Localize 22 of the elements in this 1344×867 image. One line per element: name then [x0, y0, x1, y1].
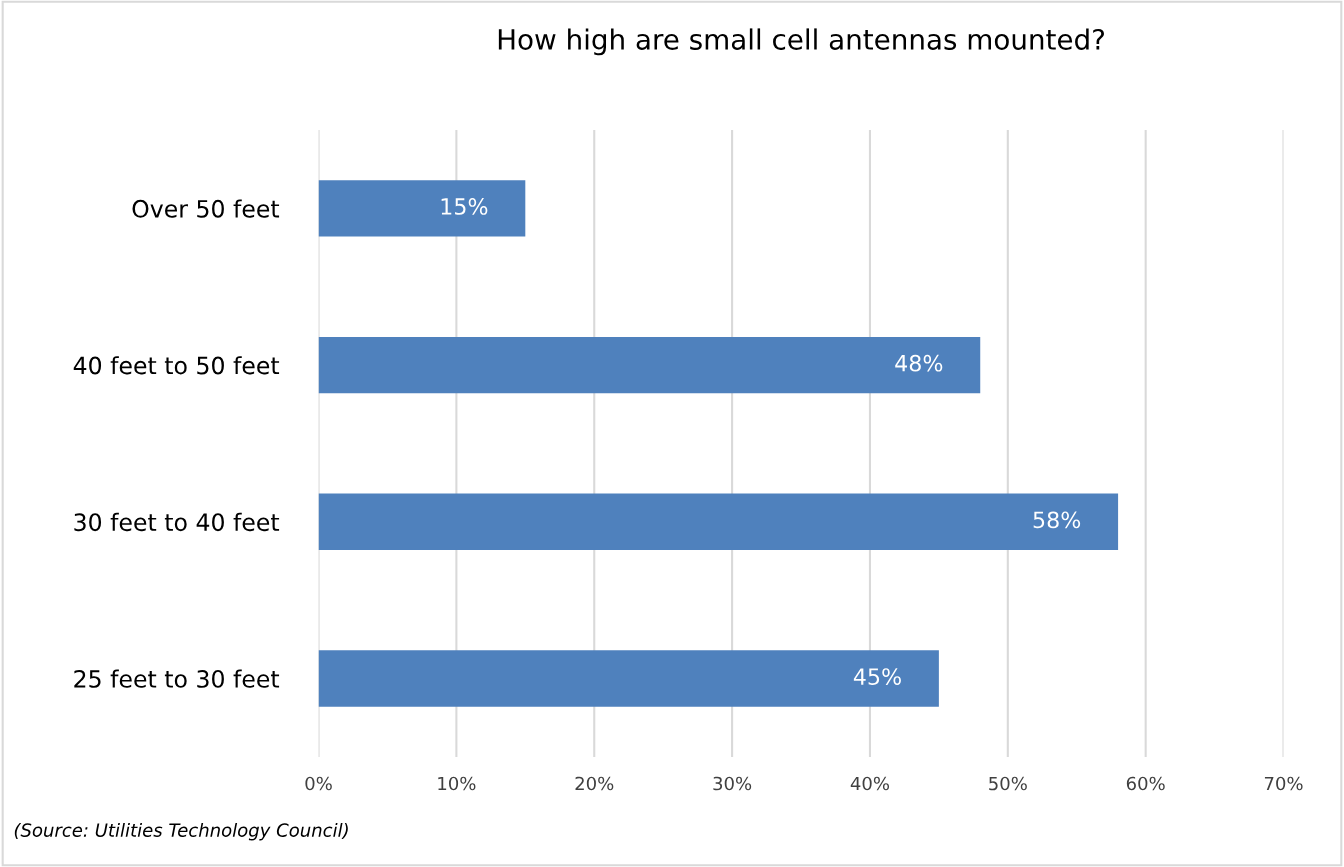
- data-label: 15%: [441, 198, 488, 215]
- y-tick-label: 40 feet to 50 feet: [73, 356, 280, 375]
- text: (Source: Utilities Technology Council): [14, 822, 348, 841]
- data-label: 58%: [1033, 511, 1081, 529]
- bar: [318, 336, 981, 394]
- x-tick-label: 20%: [575, 776, 614, 791]
- x-tick-label: 30%: [713, 776, 752, 791]
- bar: [318, 493, 1119, 551]
- y-tick-label: Over 50 feet: [132, 199, 280, 218]
- bar: [318, 650, 939, 707]
- x-tick-label: 10%: [438, 776, 476, 791]
- x-tick-label: 0%: [305, 776, 332, 791]
- y-tick-label: 30 feet to 40 feet: [74, 512, 280, 532]
- x-tick-label: 60%: [1126, 776, 1165, 791]
- x-tick-label: 50%: [989, 776, 1027, 791]
- y-tick-label: 25 feet to 30 feet: [74, 669, 280, 688]
- chart-title: How high are small cell antennas mounted?: [498, 28, 1104, 56]
- bar: [318, 180, 526, 237]
- data-label: 48%: [895, 354, 943, 372]
- x-tick-label: 40%: [850, 776, 890, 791]
- data-label: 45%: [853, 668, 901, 685]
- x-tick-label: 70%: [1264, 776, 1303, 791]
